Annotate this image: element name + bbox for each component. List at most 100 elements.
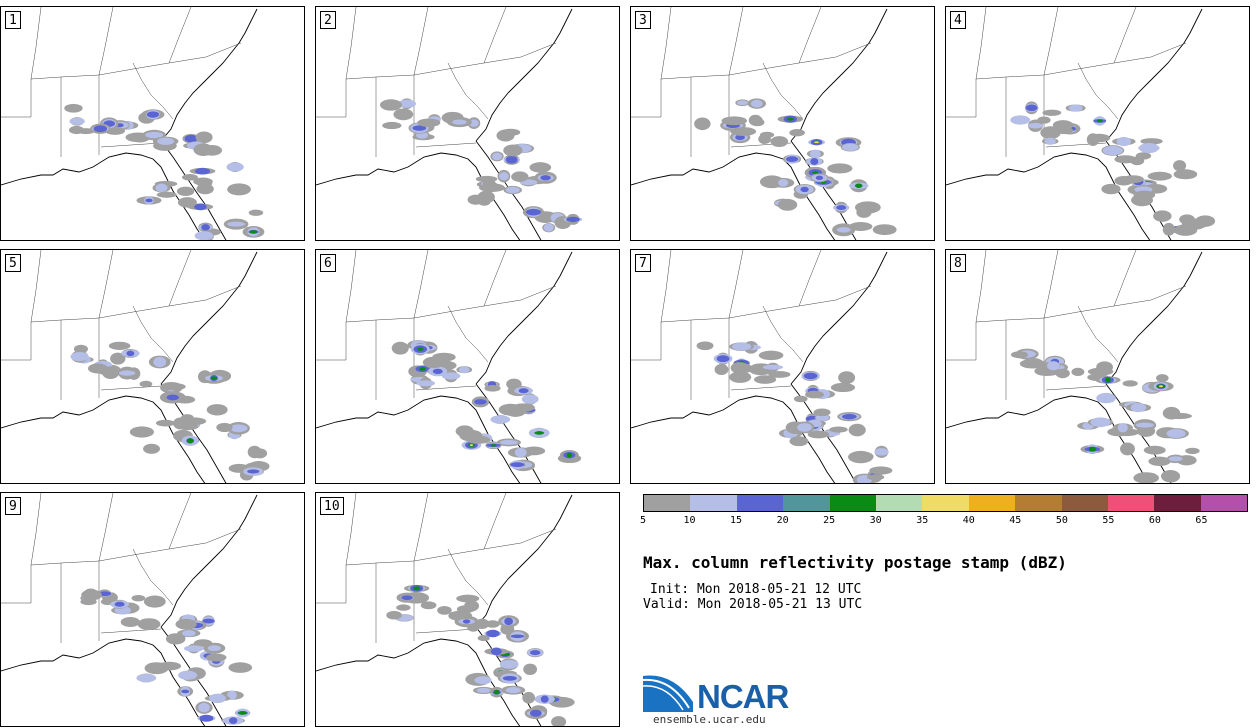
reflectivity-echo	[729, 371, 752, 383]
reflectivity-echo	[490, 444, 496, 447]
state-border	[415, 628, 477, 634]
reflectivity-echo	[758, 134, 771, 145]
state-border	[660, 250, 672, 323]
reflectivity-echo	[227, 221, 246, 227]
coastline	[160, 140, 227, 240]
reflectivity-echo	[1040, 126, 1061, 140]
reflectivity-echo	[229, 424, 248, 433]
coastline	[946, 395, 1151, 483]
reflectivity-echo	[476, 687, 491, 693]
reflectivity-echo	[793, 395, 808, 403]
reflectivity-echo	[786, 156, 799, 162]
state-border	[798, 7, 822, 64]
reflectivity-echo	[530, 650, 541, 656]
colorbar-segment	[1154, 495, 1201, 511]
reflectivity-echo	[490, 415, 511, 424]
state-border	[413, 493, 429, 562]
member-number: 4	[950, 11, 966, 29]
reflectivity-echo	[432, 368, 443, 375]
reflectivity-echo	[486, 629, 500, 638]
colorbar-tick: 25	[823, 515, 836, 526]
state-border	[1045, 385, 1107, 391]
reflectivity-echo	[805, 390, 825, 399]
reflectivity-echo	[143, 443, 160, 454]
reflectivity-echo	[810, 158, 819, 166]
reflectivity-echo	[437, 605, 452, 615]
reflectivity-echo	[735, 134, 745, 141]
reflectivity-map	[631, 250, 893, 483]
reflectivity-echo	[751, 99, 763, 108]
reflectivity-echo	[869, 466, 893, 475]
state-border	[1005, 299, 1152, 321]
reflectivity-echo	[514, 447, 527, 458]
colorbar-segment	[875, 495, 923, 511]
reflectivity-echo	[478, 183, 505, 193]
reflectivity-echo	[786, 117, 794, 121]
colorbar-segment	[783, 495, 830, 511]
state-border	[168, 7, 192, 64]
ensemble-member-panel-5: 5	[0, 249, 305, 484]
reflectivity-map	[1, 493, 258, 726]
reflectivity-echo	[529, 709, 542, 717]
reflectivity-echo	[1162, 406, 1181, 420]
member-number: 10	[320, 497, 344, 515]
colorbar-tick: 55	[1102, 515, 1115, 526]
reflectivity-echo	[714, 363, 729, 376]
member-number: 7	[635, 254, 651, 272]
coastline	[631, 395, 836, 483]
reflectivity-echo	[184, 645, 204, 652]
reflectivity-echo	[836, 205, 847, 211]
state-border	[1043, 250, 1059, 319]
reflectivity-echo	[417, 118, 441, 127]
coastline	[1, 395, 206, 483]
ensemble-member-panel-2: 2	[315, 6, 620, 241]
reflectivity-echo	[511, 403, 535, 412]
reflectivity-echo	[770, 136, 789, 148]
colorbar-tick: 35	[916, 515, 929, 526]
reflectivity-echo	[830, 382, 856, 393]
reflectivity-echo	[181, 689, 190, 694]
member-number: 5	[5, 254, 21, 272]
reflectivity-echo	[738, 363, 753, 373]
state-border	[520, 528, 557, 544]
reflectivity-echo	[396, 604, 411, 611]
coastline	[160, 251, 258, 385]
colorbar-tick: 20	[776, 515, 789, 526]
reflectivity-echo	[1117, 423, 1128, 433]
ensemble-member-panel-4: 4	[945, 6, 1250, 241]
reflectivity-echo	[490, 647, 502, 656]
state-border	[483, 250, 507, 307]
reflectivity-echo	[860, 202, 874, 215]
reflectivity-echo	[1143, 445, 1166, 455]
reflectivity-echo	[848, 450, 874, 464]
colorbar-segment	[1061, 495, 1108, 511]
state-border	[946, 322, 977, 361]
reflectivity-echo	[485, 620, 500, 628]
colorbar-segment	[1200, 495, 1248, 511]
reflectivity-echo	[1140, 138, 1163, 145]
reflectivity-echo	[202, 618, 215, 624]
state-border	[1005, 56, 1152, 78]
reflectivity-echo	[475, 618, 490, 630]
colorbar-tick-labels: 5 10 15 20 25 30 35 40 45 50 55 60 65	[640, 515, 1248, 529]
coastline	[790, 251, 888, 385]
reflectivity-echo	[126, 350, 135, 357]
reflectivity-echo	[1133, 472, 1159, 483]
colorbar-tick: 50	[1055, 515, 1068, 526]
reflectivity-echo	[69, 117, 85, 125]
reflectivity-echo	[534, 431, 545, 435]
state-border	[1077, 305, 1119, 363]
reflectivity-echo	[551, 716, 567, 726]
reflectivity-echo	[416, 380, 436, 387]
ensemble-member-panel-6: 6	[315, 249, 620, 484]
reflectivity-echo	[526, 208, 541, 216]
reflectivity-echo	[1162, 222, 1175, 236]
reflectivity-echo	[506, 378, 522, 390]
reflectivity-echo	[1102, 145, 1123, 156]
state-border	[100, 385, 162, 391]
reflectivity-echo	[493, 689, 500, 695]
state-border	[1150, 285, 1187, 301]
reflectivity-echo	[238, 711, 247, 715]
reflectivity-echo	[178, 670, 198, 680]
reflectivity-echo	[393, 108, 414, 121]
